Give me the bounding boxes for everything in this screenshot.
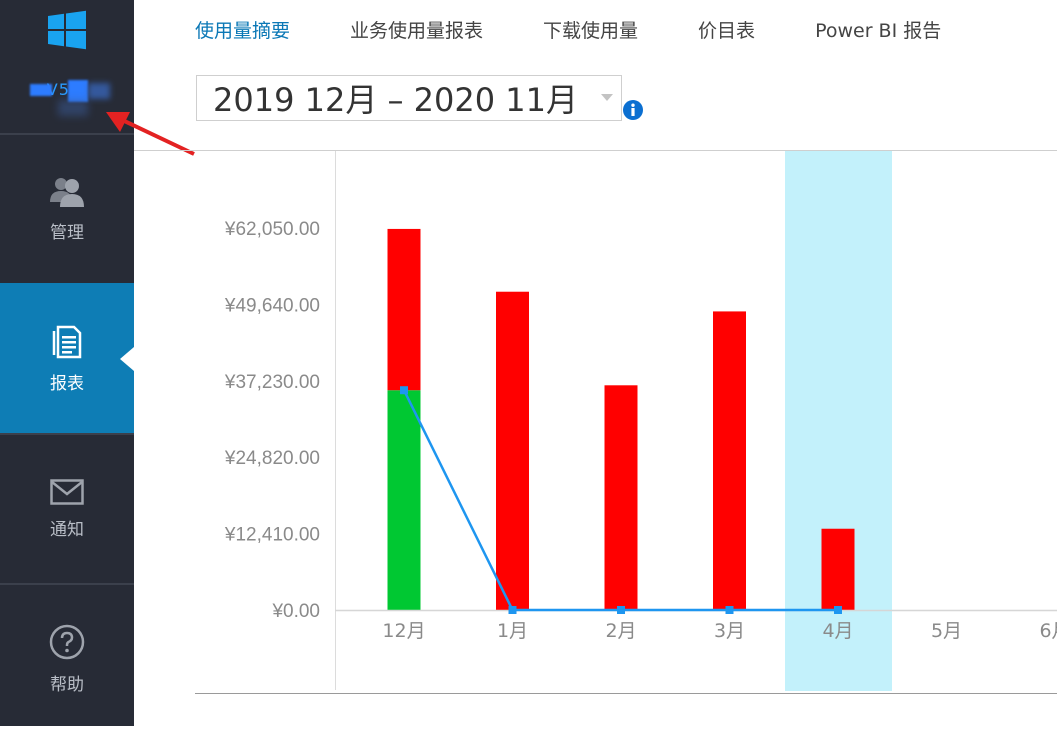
date-range-value: 2019 12月 – 2020 11月 [213, 81, 579, 119]
bar [604, 385, 638, 610]
y-tick-label: ¥12,410.00 [224, 525, 320, 546]
redaction-mark [58, 100, 88, 116]
line-point [834, 606, 842, 614]
y-tick-label: ¥37,230.00 [224, 372, 320, 393]
sidebar-item-label: 通知 [50, 519, 84, 540]
report-tabs: 使用量摘要 业务使用量报表 下载使用量 价目表 Power BI 报告 [195, 16, 1001, 46]
x-tick-label: 4月 [822, 620, 853, 642]
line-point [617, 606, 625, 614]
bar [496, 291, 529, 610]
bar [821, 528, 855, 610]
tab-power-bi-report[interactable]: Power BI 报告 [815, 20, 942, 42]
x-tick-label: 5月 [931, 620, 962, 642]
info-icon[interactable] [623, 100, 643, 120]
windows-logo-icon[interactable] [47, 10, 87, 50]
redaction-mark [68, 80, 88, 102]
x-tick-label: 1月 [497, 620, 528, 642]
annotation-arrow-icon [106, 112, 195, 156]
sidebar-item-label: 帮助 [50, 674, 84, 695]
users-icon [50, 177, 84, 207]
line-point [508, 606, 517, 614]
x-tick-label: 3月 [714, 620, 745, 642]
redaction-mark [88, 83, 110, 99]
sidebar-item-reports[interactable]: 报表 [0, 283, 134, 433]
line-point [725, 606, 734, 614]
y-tick-label: ¥49,640.00 [224, 295, 320, 316]
report-icon [52, 325, 82, 358]
x-tick-label: 6月 [1039, 620, 1057, 642]
help-icon [49, 624, 85, 659]
sidebar-item-help[interactable]: 帮助 [0, 583, 134, 733]
sidebar-item-label: 管理 [50, 222, 84, 243]
usage-chart: ¥0.00 ¥12,410.00 ¥24,820.00 ¥37,230.00 ¥49,6… [134, 150, 1057, 694]
date-range-select[interactable]: 2019 12月 – 2020 11月 [196, 75, 622, 121]
tab-download-usage[interactable]: 下载使用量 [543, 20, 639, 42]
y-tick-label: ¥62,050.00 [224, 219, 320, 240]
bar [387, 390, 421, 610]
y-tick-label: ¥24,820.00 [224, 448, 320, 469]
tab-usage-summary[interactable]: 使用量摘要 [195, 20, 291, 42]
bar [387, 228, 421, 391]
user-id: V5 0 [46, 80, 88, 99]
mail-icon [50, 478, 84, 505]
sidebar-item-notifications[interactable]: 通知 [0, 433, 134, 583]
sidebar: V5 0 管理 报表 通知 [0, 0, 134, 726]
y-tick-label: ¥0.00 [271, 601, 320, 622]
redaction-mark [30, 84, 52, 96]
sidebar-item-label: 报表 [50, 373, 84, 394]
sidebar-item-manage[interactable]: 管理 [0, 133, 134, 283]
x-tick-label: 2月 [605, 620, 636, 642]
tab-price-list[interactable]: 价目表 [698, 20, 756, 42]
tab-business-usage-report[interactable]: 业务使用量报表 [350, 20, 484, 42]
line-point [400, 386, 408, 395]
x-tick-label: 12月 [382, 620, 425, 642]
bar [713, 311, 746, 610]
chevron-down-icon [601, 93, 613, 101]
